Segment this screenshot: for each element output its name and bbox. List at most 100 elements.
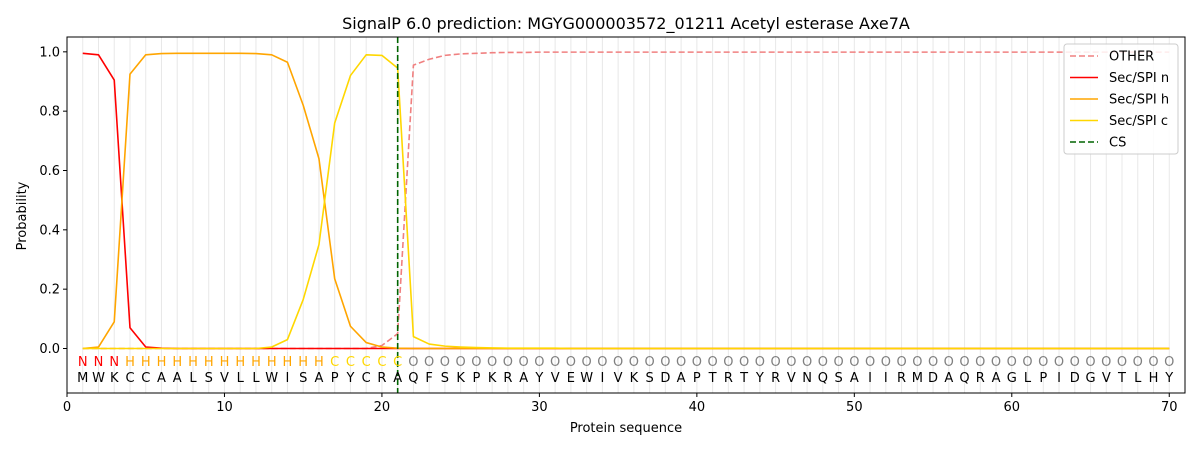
legend-label: Sec/SPI c bbox=[1109, 114, 1168, 129]
region-label: O bbox=[959, 355, 969, 370]
residue-label: M bbox=[77, 371, 88, 386]
residue-label: I bbox=[868, 371, 872, 386]
region-label: O bbox=[1022, 355, 1032, 370]
region-label: O bbox=[786, 355, 796, 370]
residue-label: A bbox=[157, 371, 166, 386]
plot-frame bbox=[66, 36, 1186, 394]
x-tick-label: 20 bbox=[374, 400, 391, 415]
residue-label: M bbox=[912, 371, 923, 386]
legend-label: CS bbox=[1109, 136, 1126, 151]
region-label: O bbox=[1038, 355, 1048, 370]
region-label: H bbox=[267, 355, 277, 370]
region-label: O bbox=[1148, 355, 1158, 370]
residue-label: P bbox=[331, 371, 339, 386]
legend-frame bbox=[1063, 43, 1179, 155]
residue-label: P bbox=[693, 371, 701, 386]
residue-label: Q bbox=[818, 371, 828, 386]
chart-title: SignalP 6.0 prediction: MGYG000003572_01… bbox=[342, 14, 910, 34]
grid-lines bbox=[82, 37, 1170, 393]
region-label: O bbox=[629, 355, 639, 370]
residue-label: Y bbox=[1164, 371, 1173, 386]
residue-label: R bbox=[377, 371, 386, 386]
region-label: H bbox=[204, 355, 214, 370]
residue-label: T bbox=[708, 371, 717, 386]
region-label: O bbox=[896, 355, 906, 370]
legend: OTHER Sec/SPI n Sec/SPI h Sec/SPI c CS bbox=[1063, 43, 1179, 155]
series-lines bbox=[82, 37, 1170, 393]
region-label: O bbox=[503, 355, 513, 370]
region-label: O bbox=[770, 355, 780, 370]
region-label: H bbox=[235, 355, 245, 370]
residue-label: I bbox=[286, 371, 290, 386]
residue-label: I bbox=[884, 371, 888, 386]
region-label: O bbox=[534, 355, 544, 370]
x-tick-label: 40 bbox=[689, 400, 706, 415]
region-label: O bbox=[881, 355, 891, 370]
region-label: O bbox=[645, 355, 655, 370]
region-label: O bbox=[660, 355, 670, 370]
region-label: O bbox=[440, 355, 450, 370]
region-label: O bbox=[597, 355, 607, 370]
residue-label: P bbox=[472, 371, 480, 386]
x-tick-label: 60 bbox=[1004, 400, 1021, 415]
residue-label: A bbox=[992, 371, 1001, 386]
y-tick-label: 0.6 bbox=[39, 164, 60, 179]
residue-label: R bbox=[503, 371, 512, 386]
x-tick-label: 30 bbox=[531, 400, 548, 415]
region-label: O bbox=[849, 355, 859, 370]
residue-label: G bbox=[1085, 371, 1095, 386]
region-label: O bbox=[550, 355, 560, 370]
y-tick-label: 0.0 bbox=[39, 342, 60, 357]
residue-label: D bbox=[660, 371, 670, 386]
region-label: H bbox=[220, 355, 230, 370]
region-label: O bbox=[944, 355, 954, 370]
axes: 0 10 20 30 40 50 60 70 0.0 0.2 0.4 0.6 0.8 1.0 bbox=[39, 45, 1177, 415]
region-label: O bbox=[582, 355, 592, 370]
residue-label: R bbox=[771, 371, 780, 386]
residue-label: D bbox=[928, 371, 938, 386]
region-label: O bbox=[1007, 355, 1017, 370]
residue-label: A bbox=[173, 371, 182, 386]
residue-label: C bbox=[362, 371, 371, 386]
residue-label: R bbox=[724, 371, 733, 386]
residue-label: K bbox=[488, 371, 497, 386]
region-label: H bbox=[157, 355, 167, 370]
region-label: H bbox=[141, 355, 151, 370]
legend-label: Sec/SPI h bbox=[1109, 93, 1169, 108]
residue-label: P bbox=[1039, 371, 1047, 386]
residue-label: S bbox=[299, 371, 307, 386]
region-label: O bbox=[865, 355, 875, 370]
residue-label: Y bbox=[534, 371, 543, 386]
region-label: O bbox=[833, 355, 843, 370]
residue-label: L bbox=[189, 371, 197, 386]
series-line-other bbox=[82, 51, 1170, 350]
residue-label: S bbox=[205, 371, 213, 386]
region-label: N bbox=[94, 355, 104, 370]
x-tick-label: 0 bbox=[63, 400, 71, 415]
region-label: O bbox=[1101, 355, 1111, 370]
region-label: O bbox=[1070, 355, 1080, 370]
region-label: C bbox=[362, 355, 371, 370]
region-label: O bbox=[487, 355, 497, 370]
residue-label: W bbox=[92, 371, 105, 386]
residue-label: A bbox=[944, 371, 953, 386]
sequence-labels: NMNWNKHCHCHAHAHLHSHVHLHLHWHIHSHACPCYCCCR… bbox=[77, 355, 1174, 386]
residue-label: V bbox=[787, 371, 796, 386]
region-label: C bbox=[346, 355, 355, 370]
region-label: O bbox=[613, 355, 623, 370]
region-label: N bbox=[109, 355, 119, 370]
residue-label: Q bbox=[408, 371, 418, 386]
series-line-sec-spi-n bbox=[82, 52, 1170, 350]
residue-label: S bbox=[645, 371, 653, 386]
region-label: O bbox=[692, 355, 702, 370]
region-label: N bbox=[78, 355, 88, 370]
region-label: O bbox=[991, 355, 1001, 370]
residue-label: K bbox=[456, 371, 465, 386]
residue-label: L bbox=[237, 371, 245, 386]
y-tick-label: 0.4 bbox=[39, 223, 60, 238]
region-label: O bbox=[912, 355, 922, 370]
region-label: O bbox=[723, 355, 733, 370]
x-tick-label: 70 bbox=[1161, 400, 1178, 415]
legend-label: OTHER bbox=[1109, 50, 1154, 65]
